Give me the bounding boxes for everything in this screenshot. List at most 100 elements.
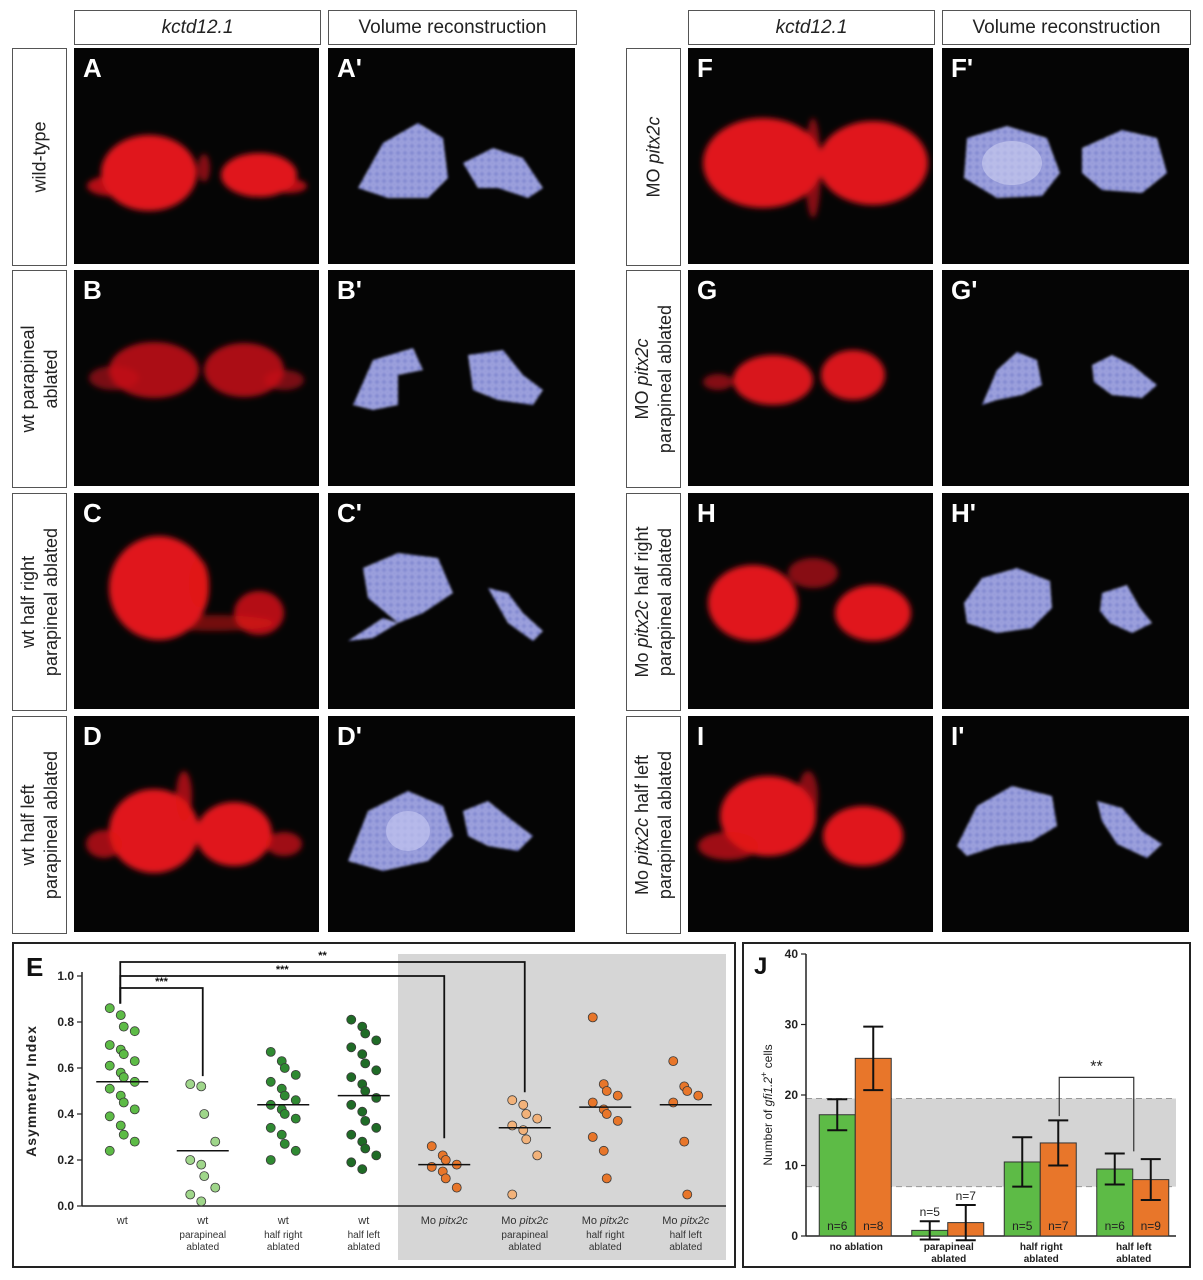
significance-label: ** <box>1090 1058 1102 1075</box>
x-label-line3: ablated <box>508 1242 541 1253</box>
data-point <box>185 1189 196 1200</box>
x-label-group: wt <box>277 1215 289 1227</box>
data-point <box>668 1056 679 1066</box>
y-tick-label: 0 <box>791 1229 798 1243</box>
data-point <box>682 1189 693 1200</box>
data-point <box>104 1111 115 1122</box>
x-label-group: Mo pitx2c <box>501 1215 549 1227</box>
row-label-mo-pitx2c-parapineal-ablated: MO pitx2c parapineal ablated <box>626 270 681 488</box>
data-point <box>371 1035 382 1046</box>
data-point <box>104 1003 115 1014</box>
panel-F-stain: F <box>688 48 933 264</box>
data-point <box>346 1157 357 1168</box>
panel-letter-A-prime: A' <box>337 53 362 83</box>
data-point <box>276 1129 287 1140</box>
data-point <box>196 1159 207 1170</box>
data-point <box>518 1125 529 1136</box>
data-point <box>371 1122 382 1133</box>
row-label-mo-pitx2c-half-left: Mo pitx2c half left parapineal ablated <box>626 716 681 934</box>
data-point <box>290 1095 301 1106</box>
data-point <box>532 1113 543 1124</box>
data-point <box>451 1182 462 1193</box>
data-point <box>104 1145 115 1156</box>
panel-C-prime-recon: C' <box>328 493 575 709</box>
y-tick-label: 10 <box>785 1159 799 1173</box>
data-point <box>129 1056 140 1066</box>
x-label-group: Mo pitx2c <box>421 1215 469 1227</box>
data-point <box>346 1014 357 1025</box>
data-point <box>199 1109 210 1119</box>
data-point <box>507 1120 518 1131</box>
panel-letter-F: F <box>697 53 713 83</box>
data-point <box>612 1090 623 1101</box>
x-label-line1: half right <box>1020 1242 1063 1253</box>
panel-D-prime-recon: D' <box>328 716 575 932</box>
data-point <box>265 1076 276 1087</box>
significance-label: ** <box>318 950 327 962</box>
panel-G-prime-recon: G' <box>942 270 1189 486</box>
data-point <box>185 1079 196 1090</box>
data-point <box>265 1122 276 1133</box>
x-label-line2: half right <box>586 1230 625 1241</box>
n-label: n=8 <box>863 1219 884 1233</box>
data-point <box>612 1115 623 1126</box>
row-label-mo-pitx2c-half-right: Mo pitx2c half right parapineal ablated <box>626 493 681 711</box>
panel-letter-B-prime: B' <box>337 275 362 305</box>
data-point <box>104 1060 115 1071</box>
data-point <box>360 1115 371 1126</box>
panel-letter-A: A <box>83 53 102 83</box>
x-label-group: Mo pitx2c <box>662 1215 710 1227</box>
data-point <box>357 1164 368 1175</box>
y-tick-label: 0.2 <box>57 1153 74 1167</box>
row-label-wild-type: wild-type <box>12 48 67 266</box>
row-label-wt-parapineal-ablated: wt parapineal ablated <box>12 270 67 488</box>
data-point <box>521 1109 532 1119</box>
data-point <box>587 1012 598 1023</box>
row-label-mo-pitx2c: MO pitx2c <box>626 48 681 266</box>
data-point <box>360 1143 371 1154</box>
n-label: n=5 <box>920 1205 941 1219</box>
header-right-recon: Volume reconstruction <box>942 10 1191 45</box>
row-label-wt-half-left: wt half left parapineal ablated <box>12 716 67 934</box>
bar <box>818 1114 856 1237</box>
n-label: n=6 <box>827 1219 848 1233</box>
data-point <box>115 1120 126 1131</box>
data-point <box>196 1196 207 1207</box>
x-label-line2: parapineal <box>501 1230 548 1241</box>
y-tick-label: 0.8 <box>57 1015 74 1029</box>
data-point <box>118 1021 129 1032</box>
data-point <box>210 1182 221 1193</box>
panel-letter-H-prime: H' <box>951 498 976 528</box>
data-point <box>290 1069 301 1080</box>
panel-letter-I-prime: I' <box>951 721 965 751</box>
data-point <box>371 1065 382 1076</box>
panel-H-prime-recon: H' <box>942 493 1189 709</box>
n-label: n=7 <box>1048 1219 1069 1233</box>
panel-letter-C-prime: C' <box>337 498 362 528</box>
significance-bracket <box>1058 1076 1135 1152</box>
y-tick-label: 30 <box>785 1018 799 1032</box>
data-point <box>371 1150 382 1161</box>
data-point <box>104 1040 115 1050</box>
x-label-line2: parapineal <box>179 1230 226 1241</box>
data-point <box>601 1109 612 1119</box>
x-label-group: wt <box>357 1215 369 1227</box>
panel-letter-J: J <box>754 953 767 980</box>
data-point <box>115 1010 126 1020</box>
data-point <box>360 1028 371 1039</box>
y-tick-label: 1.0 <box>57 969 74 983</box>
chart-J: J 0 10 20 30 40 Number of gfi1.2+ cells n=6 n=8 n… <box>742 942 1191 1268</box>
data-point <box>357 1106 368 1117</box>
x-label-line2: ablated <box>931 1254 966 1265</box>
data-point <box>118 1072 129 1083</box>
data-point <box>426 1141 437 1152</box>
panel-D-stain: D <box>74 716 319 932</box>
data-point <box>371 1092 382 1103</box>
x-label-line3: ablated <box>186 1242 219 1253</box>
panel-C-stain: C <box>74 493 319 709</box>
data-point <box>346 1042 357 1053</box>
data-point <box>104 1083 115 1094</box>
data-point <box>357 1049 368 1060</box>
panel-B-prime-recon: B' <box>328 270 575 486</box>
panel-letter-F-prime: F' <box>951 53 974 83</box>
